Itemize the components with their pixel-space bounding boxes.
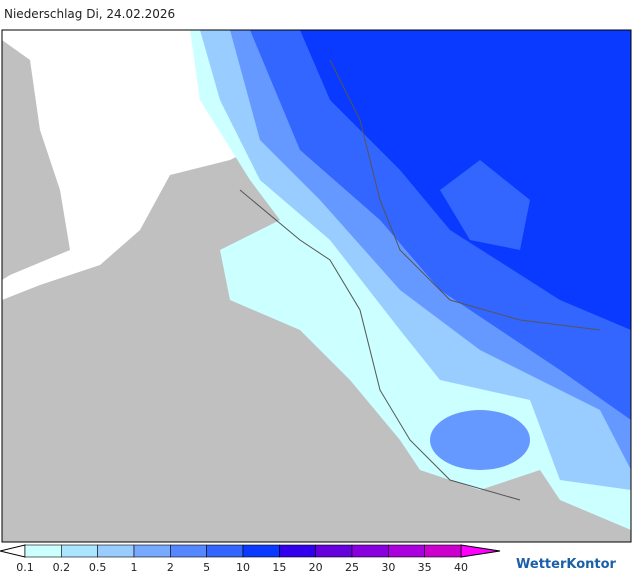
legend-arrow-low bbox=[0, 544, 26, 558]
legend-label: 0.2 bbox=[53, 561, 71, 574]
legend-swatch bbox=[133, 544, 171, 558]
legend-swatch bbox=[170, 544, 207, 558]
legend-swatch bbox=[315, 544, 353, 558]
legend-swatch bbox=[351, 544, 389, 558]
legend-label: 40 bbox=[454, 561, 468, 574]
legend: 0.1 0.2 0.5 1 2 5 10 15 20 25 30 35 40 bbox=[0, 544, 501, 574]
legend-label: 25 bbox=[345, 561, 359, 574]
legend-swatch bbox=[242, 544, 280, 558]
precip-5-hole bbox=[440, 160, 530, 250]
legend-label: 15 bbox=[272, 561, 286, 574]
brand: WetterKontor bbox=[516, 557, 617, 572]
precip-2-blob bbox=[430, 410, 530, 470]
legend-label: 5 bbox=[203, 561, 210, 574]
map-title: Niederschlag Di, 24.02.2026 bbox=[4, 7, 175, 21]
legend-swatch bbox=[97, 544, 135, 558]
legend-swatch bbox=[388, 544, 425, 558]
legend-label: 10 bbox=[236, 561, 250, 574]
legend-label: 0.1 bbox=[16, 561, 34, 574]
legend-label: 30 bbox=[381, 561, 395, 574]
border bbox=[329, 59, 601, 331]
legend-swatch bbox=[279, 544, 316, 558]
legend-arrow-high bbox=[460, 544, 501, 558]
legend-swatch bbox=[24, 544, 62, 558]
legend-label: 2 bbox=[167, 561, 174, 574]
legend-swatch bbox=[424, 544, 462, 558]
legend-label: 35 bbox=[418, 561, 432, 574]
map-frame bbox=[1, 29, 632, 543]
legend-swatch bbox=[61, 544, 98, 558]
legend-label: 0.5 bbox=[89, 561, 107, 574]
map bbox=[1, 29, 632, 543]
uk-land bbox=[2, 40, 70, 280]
legend-label: 20 bbox=[309, 561, 323, 574]
legend-label: 1 bbox=[131, 561, 138, 574]
legend-swatch bbox=[206, 544, 244, 558]
border bbox=[239, 189, 521, 501]
